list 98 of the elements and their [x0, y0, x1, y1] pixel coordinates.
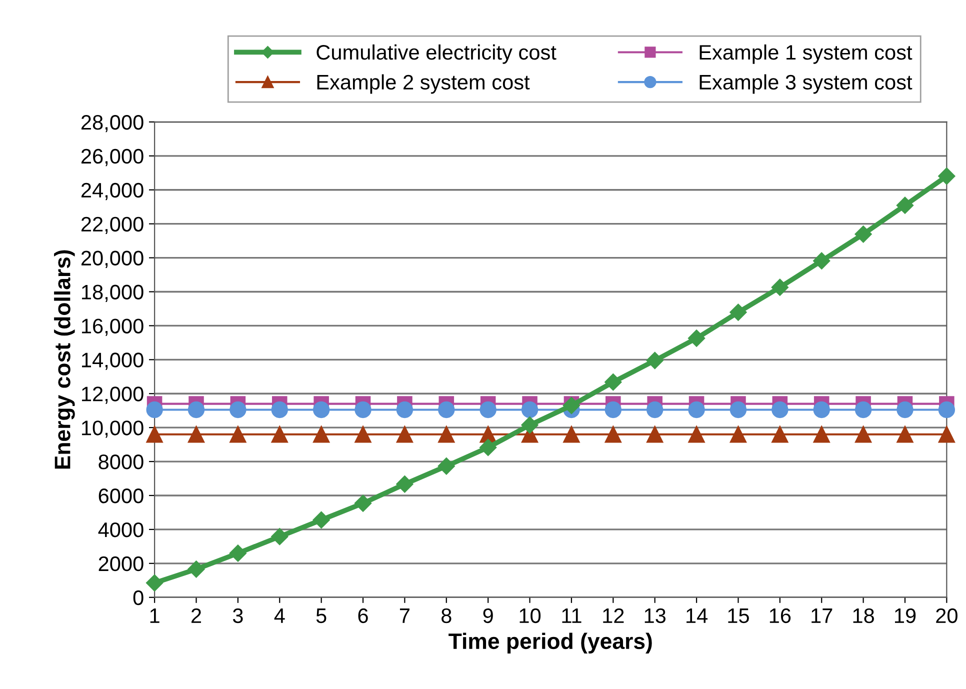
- point: [271, 528, 288, 546]
- point: [312, 511, 330, 528]
- y-tick-label: 20,000: [81, 250, 144, 268]
- point: [354, 426, 372, 443]
- x-tick-label: 7: [400, 608, 410, 623]
- point: [854, 426, 872, 443]
- point: [604, 374, 622, 391]
- x-tick-label: 17: [812, 608, 832, 623]
- point: [480, 401, 496, 418]
- point: [688, 401, 705, 418]
- point: [646, 426, 664, 443]
- point: [521, 416, 538, 434]
- point: [438, 401, 455, 418]
- y-tick-label: 16,000: [82, 318, 144, 336]
- y-tick-label: 28,000: [81, 114, 144, 132]
- point: [146, 401, 163, 418]
- x-tick-label: 10: [520, 608, 541, 624]
- x-tick-label: 16: [770, 608, 791, 624]
- point: [896, 426, 914, 443]
- point: [396, 476, 414, 493]
- x-tick-label: 4: [274, 608, 285, 623]
- point: [854, 226, 872, 243]
- y-tick-label: 26,000: [81, 148, 144, 166]
- point: [229, 544, 246, 562]
- point: [354, 494, 372, 512]
- point: [563, 426, 580, 443]
- point: [938, 168, 956, 185]
- point: [730, 426, 747, 443]
- point: [730, 304, 747, 321]
- point: [813, 401, 830, 418]
- point: [646, 352, 664, 370]
- point: [896, 401, 914, 418]
- point: [772, 401, 788, 418]
- point: [188, 401, 205, 418]
- x-tick-label: 3: [232, 608, 243, 624]
- x-tick-label: 1: [150, 608, 160, 623]
- x-tick-label: 6: [358, 608, 368, 624]
- point: [438, 458, 455, 475]
- y-tick-label: 22,000: [81, 216, 144, 234]
- point: [604, 426, 622, 443]
- point: [562, 396, 580, 414]
- point: [188, 426, 205, 443]
- point: [438, 426, 455, 443]
- point: [688, 330, 706, 347]
- point: [271, 401, 288, 418]
- point: [938, 401, 956, 418]
- x-tick-label: 5: [316, 608, 326, 624]
- point: [646, 401, 664, 418]
- y-tick-label: 6000: [98, 488, 144, 504]
- point: [688, 426, 705, 443]
- x-tick-label: 18: [853, 608, 874, 624]
- legend-label: Example 2 system cost: [317, 74, 530, 94]
- y-tick-label: 18,000: [82, 284, 144, 302]
- y-tick-label: 0: [133, 590, 144, 606]
- point: [854, 401, 872, 418]
- point: [521, 401, 538, 418]
- y-axis-title: Energy cost (dollars): [54, 250, 75, 469]
- point: [604, 401, 622, 418]
- x-tick-label: 13: [644, 608, 666, 624]
- point: [772, 426, 788, 443]
- y-tick-label: 4000: [98, 522, 144, 538]
- point: [354, 401, 372, 418]
- x-tick-label: 19: [894, 608, 916, 624]
- x-tick-label: 20: [936, 608, 958, 624]
- point: [730, 401, 747, 418]
- x-tick-label: 9: [483, 608, 493, 624]
- point: [312, 426, 330, 443]
- point: [146, 574, 164, 592]
- point: [480, 438, 497, 456]
- y-tick-label: 12,000: [82, 386, 144, 404]
- x-axis-title: Time period (years): [448, 632, 652, 654]
- legend-label: Cumulative electricity cost: [316, 44, 556, 64]
- y-tick-label: 2000: [98, 556, 144, 572]
- x-tick-label: 14: [686, 608, 708, 623]
- point: [230, 401, 246, 418]
- x-tick-label: 11: [562, 608, 582, 623]
- point: [771, 278, 788, 296]
- point: [271, 426, 288, 443]
- y-tick-label: 8000: [98, 454, 144, 470]
- point: [396, 426, 414, 443]
- point: [312, 401, 330, 418]
- point: [188, 560, 205, 578]
- point: [896, 196, 914, 214]
- x-tick-label: 12: [603, 608, 624, 623]
- legend-label: Example 1 system cost: [700, 44, 912, 64]
- point: [813, 252, 830, 270]
- point: [396, 401, 414, 418]
- point: [813, 426, 830, 443]
- x-tick-label: 15: [728, 608, 749, 624]
- point: [230, 426, 246, 443]
- point: [938, 426, 956, 443]
- y-tick-label: 10,000: [82, 420, 144, 438]
- point: [146, 426, 163, 443]
- legend-label: Example 3 system cost: [700, 74, 912, 94]
- y-tick-label: 14,000: [82, 352, 144, 370]
- x-tick-label: 8: [442, 608, 452, 624]
- y-tick-label: 24,000: [81, 182, 144, 200]
- x-tick-label: 2: [192, 608, 201, 623]
